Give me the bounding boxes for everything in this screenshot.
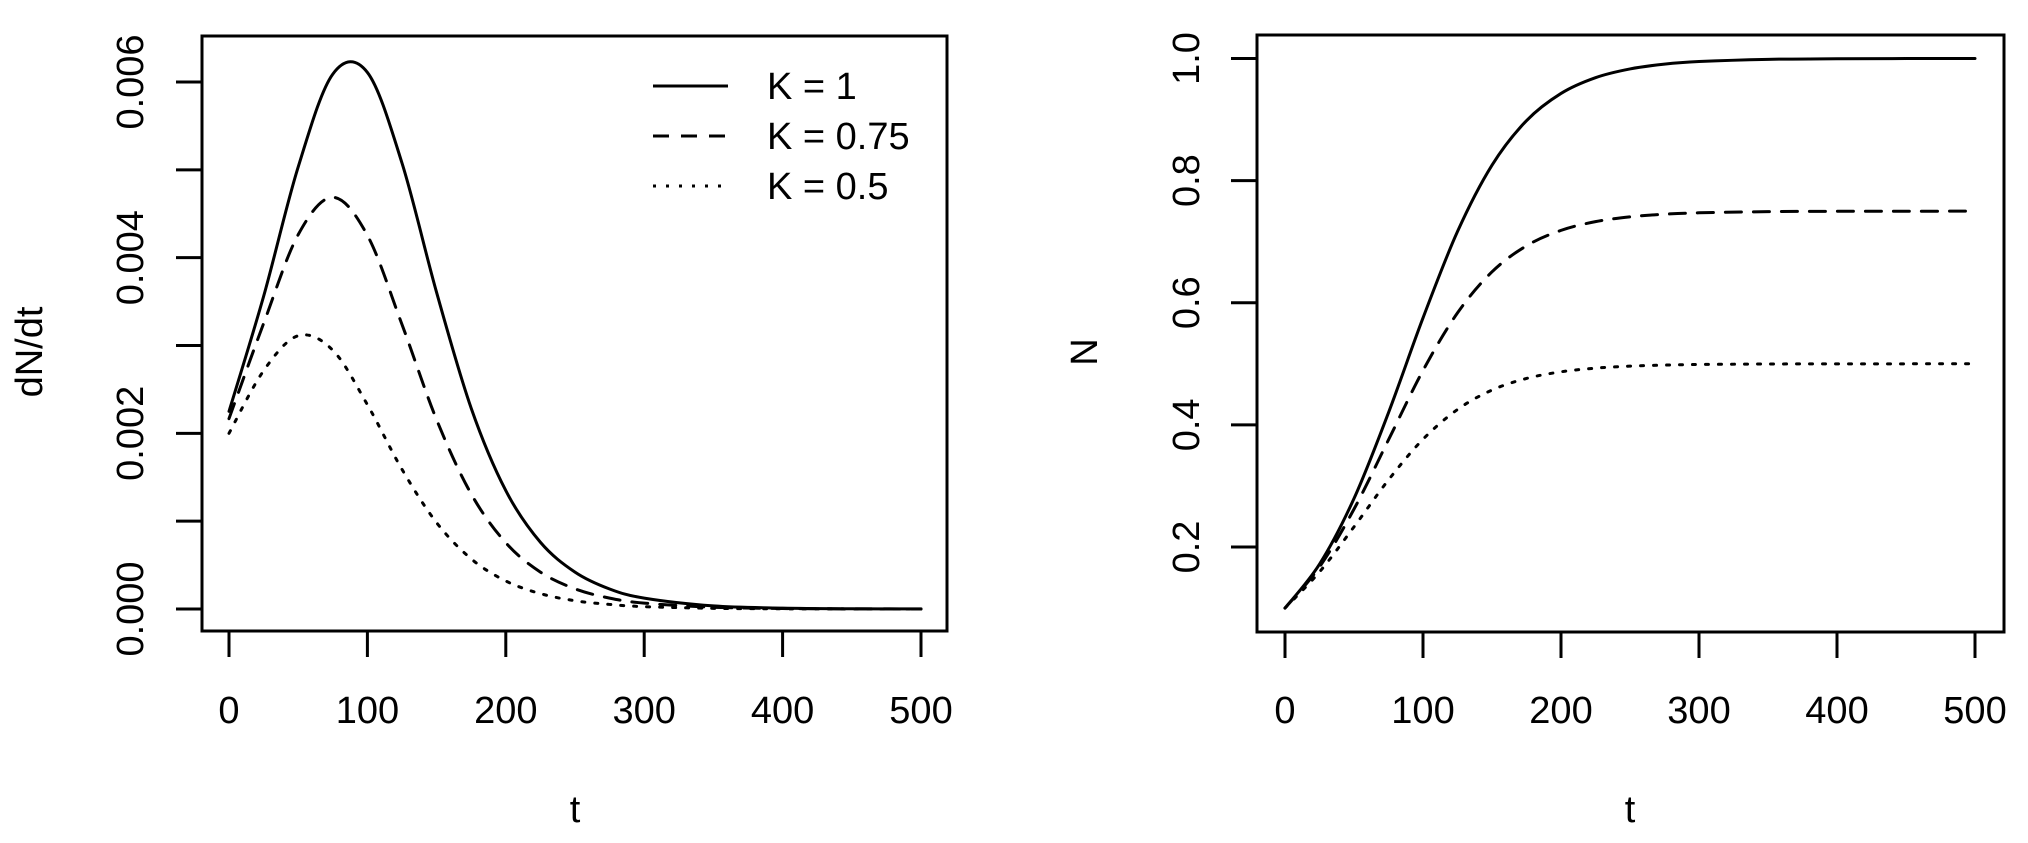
x-tick-label: 400 <box>751 690 814 732</box>
series-line-dotted <box>227 333 923 611</box>
y-tick-label: 1.0 <box>1166 32 1208 85</box>
x-tick-label: 200 <box>1529 690 1592 732</box>
y-tick-label: 0.2 <box>1166 521 1208 574</box>
y-tick-label: 0.002 <box>110 386 152 481</box>
x-tick-label: 300 <box>1667 690 1730 732</box>
y-tick-label: 0.006 <box>110 34 152 129</box>
x-tick-label: 0 <box>1274 690 1295 732</box>
plot-box <box>1255 33 2006 634</box>
legend: K = 1 K = 0.75 K = 0.5 <box>653 66 910 208</box>
x-tick-label: 0 <box>218 690 239 732</box>
right-panel-n: t N 0 100 200 300 400 500 0.2 0.4 0.6 0.8 1.0 <box>1064 32 2007 831</box>
y-tick-label: 0.6 <box>1166 276 1208 329</box>
y-tick-label: 0.000 <box>110 561 152 656</box>
left-panel-dndt: t dN/dt K = 1 K = 0.75 K = 0.5 0 100 200 300 4… <box>9 34 953 831</box>
left-x-axis-label: t <box>570 789 581 831</box>
plot-box <box>200 34 949 633</box>
x-tick-label: 400 <box>1805 690 1868 732</box>
legend-label: K = 1 <box>767 66 857 108</box>
series-line-solid <box>1283 57 1977 610</box>
series-line-dotted <box>1283 362 1977 610</box>
x-tick-label: 100 <box>336 690 399 732</box>
legend-label: K = 0.5 <box>767 166 888 208</box>
x-tick-label: 300 <box>612 690 675 732</box>
legend-label: K = 0.75 <box>767 116 910 158</box>
x-tick-label: 500 <box>1943 690 2006 732</box>
right-y-axis-label: N <box>1064 338 1106 365</box>
y-tick-label: 0.004 <box>110 210 152 305</box>
x-tick-label: 200 <box>474 690 537 732</box>
y-tick-label: 0.4 <box>1166 398 1208 451</box>
left-y-axis-label: dN/dt <box>9 306 51 397</box>
series-line-dashed <box>1283 209 1977 610</box>
right-x-axis-label: t <box>1625 789 1636 831</box>
x-tick-label: 500 <box>889 690 952 732</box>
series-line-dashed <box>227 195 923 611</box>
y-tick-label: 0.8 <box>1166 154 1208 207</box>
x-tick-label: 100 <box>1391 690 1454 732</box>
